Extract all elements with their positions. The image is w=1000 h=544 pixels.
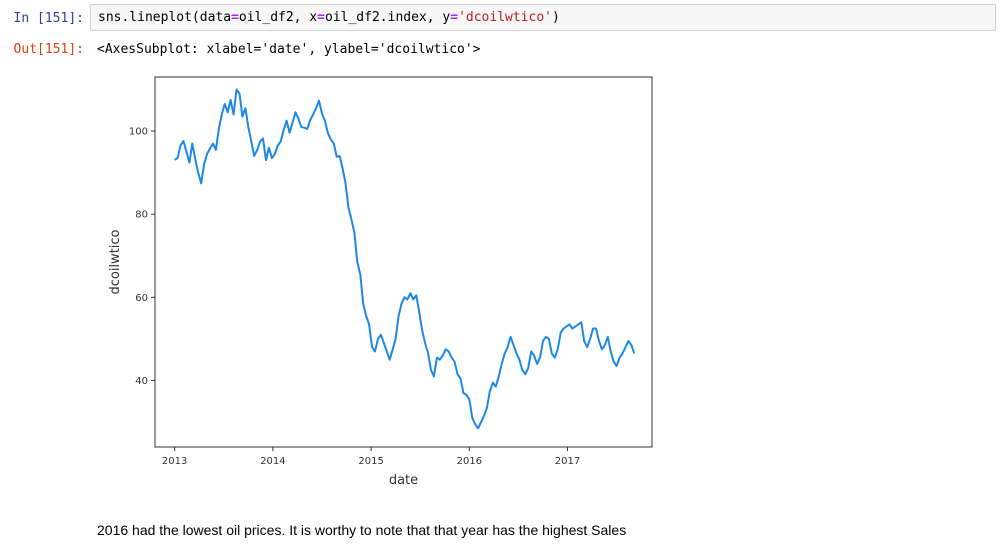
y-tick-label: 100 <box>129 127 148 138</box>
markdown-text: 2016 had the lowest oil prices. It is wo… <box>97 522 627 538</box>
plot-frame <box>154 76 653 448</box>
input-prompt: In [151]: <box>13 11 84 26</box>
x-tick-label: 2016 <box>457 456 482 467</box>
code-token: ) <box>551 10 560 25</box>
x-axis-title: date <box>389 473 418 488</box>
x-tick-label: 2015 <box>358 456 383 467</box>
x-tick-label: 2017 <box>555 456 580 467</box>
code-token: sns.lineplot(data <box>98 10 232 25</box>
x-tick-label: 2013 <box>162 456 187 467</box>
code-token: = <box>231 10 239 25</box>
code-token: oil_df2, x <box>238 10 318 25</box>
code-line[interactable]: sns.lineplot(data=oil_df2, x=oil_df2.ind… <box>98 10 560 25</box>
y-tick-label: 40 <box>135 376 148 387</box>
y-tick-label: 60 <box>135 293 148 304</box>
code-token: oil_df2.index, y <box>325 10 451 25</box>
input-cell[interactable]: In [151]: sns.lineplot(data=oil_df2, x=o… <box>0 0 1000 40</box>
code-token: = <box>450 10 459 25</box>
code-editor[interactable]: sns.lineplot(data=oil_df2, x=oil_df2.ind… <box>90 4 996 31</box>
y-tick-label: 80 <box>135 210 148 221</box>
output-prompt: Out[151]: <box>13 42 84 57</box>
code-token: 'dcoilwtico' <box>458 10 552 25</box>
x-tick-label: 2014 <box>260 456 285 467</box>
output-text: <AxesSubplot: xlabel='date', ylabel='dco… <box>97 42 481 57</box>
code-token: = <box>317 10 325 25</box>
y-axis-title: dcoilwtico <box>108 229 123 294</box>
series-line-dcoilwtico <box>174 88 636 430</box>
line-chart: 40 60 80 100 2013 2014 2015 2016 2017 date dcoilwt… <box>108 76 653 488</box>
